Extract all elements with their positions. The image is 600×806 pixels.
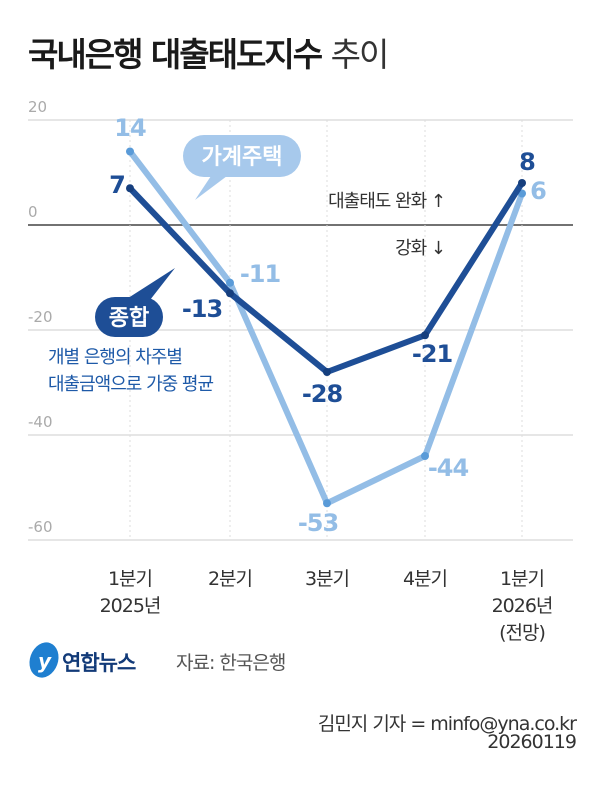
- x-tick-label: (전망): [499, 622, 545, 644]
- data-point: [126, 184, 134, 193]
- x-tick-label: 4분기: [403, 568, 447, 590]
- data-point: [323, 368, 331, 376]
- legend-label: 가계주택: [202, 145, 283, 170]
- title-bold: 국내은행 대출태도지수: [28, 35, 323, 74]
- series-line-종합: [127, 180, 525, 375]
- data-label: -53: [298, 509, 338, 537]
- annotation-ease: 대출태도 완화 ↑: [328, 191, 445, 212]
- bubble-tail: [125, 268, 175, 300]
- y-tick-label: 0: [28, 203, 38, 221]
- data-label: 8: [519, 148, 535, 176]
- x-tick-label: 2026년: [492, 595, 553, 617]
- data-point: [226, 278, 234, 287]
- date-text: 20260119: [487, 731, 577, 753]
- legend-bubble-total: 종합: [95, 268, 175, 337]
- note-text: 개별 은행의 차주별: [48, 347, 182, 368]
- data-label: 7: [109, 171, 125, 199]
- source-text: 자료: 한국은행: [176, 652, 286, 674]
- x-tick-label: 1분기: [108, 568, 152, 590]
- data-point: [518, 179, 526, 187]
- bubble-bg: [95, 297, 163, 337]
- data-label: -13: [182, 295, 222, 323]
- data-point: [421, 452, 429, 460]
- x-tick-label: 2025년: [100, 595, 161, 617]
- credit-text: 김민지 기자 = minfo@yna.co.kr: [317, 713, 577, 735]
- x-tick-label: 2분기: [208, 568, 252, 590]
- x-tick-label: 1분기: [500, 568, 544, 590]
- data-label: -21: [412, 340, 453, 368]
- data-label: 6: [530, 177, 546, 205]
- data-label: -28: [302, 380, 343, 408]
- note-text: 대출금액으로 가중 평균: [48, 374, 213, 395]
- bubble-bg: [183, 135, 301, 177]
- data-point: [421, 331, 429, 340]
- annotation-tighten: 강화 ↓: [395, 238, 445, 259]
- data-point: [126, 147, 134, 156]
- data-label: -11: [240, 260, 281, 288]
- y-tick-label: -60: [28, 518, 53, 536]
- data-label: -44: [428, 454, 469, 482]
- series-line-가계주택: [127, 148, 525, 507]
- data-label: 14: [114, 114, 146, 142]
- x-tick-label: 3분기: [305, 568, 349, 590]
- title-light: 추이: [330, 35, 390, 74]
- y-tick-label: 20: [28, 98, 47, 116]
- legend-bubble-household: 가계주택: [183, 135, 301, 200]
- data-point: [323, 499, 331, 508]
- bubble-tail: [195, 170, 235, 200]
- data-point: [226, 289, 234, 298]
- y-tick-label: -20: [28, 308, 53, 326]
- chart-title: 국내은행 대출태도지수 추이: [28, 28, 390, 76]
- logo-text: 연합뉴스: [62, 651, 136, 675]
- y-tick-label: -40: [28, 413, 53, 431]
- legend-label: 종합: [109, 305, 149, 331]
